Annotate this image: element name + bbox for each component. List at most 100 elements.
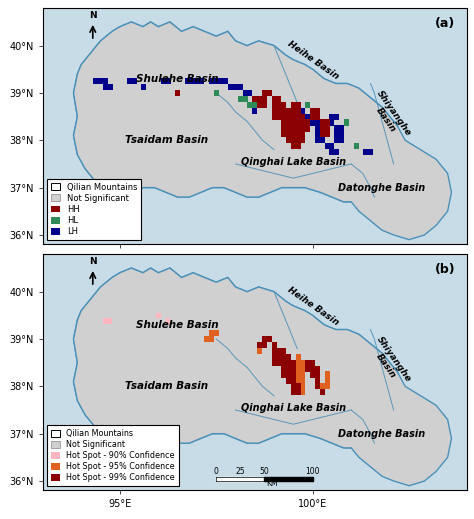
- Bar: [296, 360, 301, 366]
- Bar: [329, 143, 335, 149]
- Bar: [354, 143, 358, 149]
- Bar: [291, 137, 296, 143]
- Bar: [262, 90, 267, 96]
- Bar: [315, 365, 320, 372]
- Bar: [281, 372, 286, 378]
- Bar: [315, 377, 320, 384]
- Bar: [296, 372, 301, 378]
- Bar: [344, 119, 349, 126]
- Bar: [334, 114, 339, 120]
- Bar: [276, 360, 282, 366]
- Bar: [276, 96, 282, 102]
- Bar: [296, 119, 301, 126]
- Bar: [301, 137, 305, 143]
- Bar: [310, 114, 315, 120]
- Bar: [325, 119, 329, 126]
- Bar: [214, 78, 219, 84]
- Bar: [296, 107, 301, 114]
- Bar: [296, 383, 301, 389]
- Bar: [296, 383, 301, 389]
- Text: Datonghe Basin: Datonghe Basin: [338, 183, 426, 193]
- Bar: [272, 107, 276, 114]
- Bar: [301, 131, 305, 138]
- Bar: [156, 312, 161, 318]
- Bar: [301, 114, 305, 120]
- Bar: [305, 102, 310, 108]
- Bar: [281, 126, 286, 131]
- Bar: [325, 131, 329, 138]
- Bar: [238, 96, 243, 102]
- Bar: [257, 96, 262, 102]
- Bar: [291, 365, 296, 372]
- Text: Qinghai Lake Basin: Qinghai Lake Basin: [241, 157, 346, 167]
- Bar: [262, 96, 267, 102]
- Text: N: N: [89, 257, 97, 266]
- Bar: [315, 126, 320, 131]
- Bar: [325, 372, 329, 378]
- Bar: [296, 137, 301, 143]
- Bar: [291, 107, 296, 114]
- Bar: [141, 84, 146, 90]
- Bar: [108, 319, 112, 324]
- Bar: [305, 365, 310, 372]
- Bar: [291, 119, 296, 126]
- Text: Shiyanghe
Basin: Shiyanghe Basin: [366, 335, 413, 390]
- Bar: [291, 372, 296, 378]
- Bar: [214, 330, 219, 336]
- Bar: [243, 90, 247, 96]
- Bar: [247, 90, 253, 96]
- Bar: [276, 353, 282, 360]
- Bar: [286, 377, 291, 384]
- Bar: [305, 365, 310, 372]
- Bar: [320, 389, 325, 395]
- Bar: [334, 131, 339, 138]
- Bar: [363, 149, 368, 155]
- Bar: [315, 131, 320, 138]
- Bar: [262, 336, 267, 342]
- Bar: [291, 389, 296, 395]
- Bar: [339, 131, 344, 138]
- Bar: [296, 365, 301, 372]
- Bar: [291, 126, 296, 131]
- Bar: [214, 90, 219, 96]
- Bar: [301, 126, 305, 131]
- Bar: [281, 119, 286, 126]
- Bar: [286, 372, 291, 378]
- Bar: [291, 102, 296, 108]
- Bar: [272, 353, 276, 360]
- Bar: [286, 353, 291, 360]
- Bar: [310, 119, 315, 126]
- Bar: [286, 131, 291, 138]
- Bar: [286, 137, 291, 143]
- Bar: [204, 336, 209, 342]
- Bar: [301, 377, 305, 384]
- Bar: [291, 114, 296, 120]
- Bar: [291, 131, 296, 138]
- Bar: [320, 383, 325, 389]
- Bar: [243, 96, 247, 102]
- Bar: [320, 126, 325, 131]
- Bar: [209, 78, 214, 84]
- Bar: [223, 78, 228, 84]
- Bar: [98, 78, 103, 84]
- Polygon shape: [73, 268, 401, 448]
- Text: (a): (a): [435, 17, 456, 30]
- Bar: [329, 114, 335, 120]
- Bar: [281, 131, 286, 138]
- Text: Heihe Basin: Heihe Basin: [285, 39, 340, 81]
- Text: 100: 100: [305, 467, 320, 476]
- Bar: [272, 114, 276, 120]
- Bar: [305, 119, 310, 126]
- Bar: [296, 131, 301, 138]
- Bar: [209, 330, 214, 336]
- Bar: [272, 348, 276, 354]
- Bar: [257, 102, 262, 108]
- Bar: [315, 119, 320, 126]
- Bar: [281, 102, 286, 108]
- Bar: [291, 360, 296, 366]
- Bar: [334, 149, 339, 155]
- Bar: [286, 119, 291, 126]
- Bar: [301, 383, 305, 389]
- Bar: [368, 149, 373, 155]
- Bar: [315, 107, 320, 114]
